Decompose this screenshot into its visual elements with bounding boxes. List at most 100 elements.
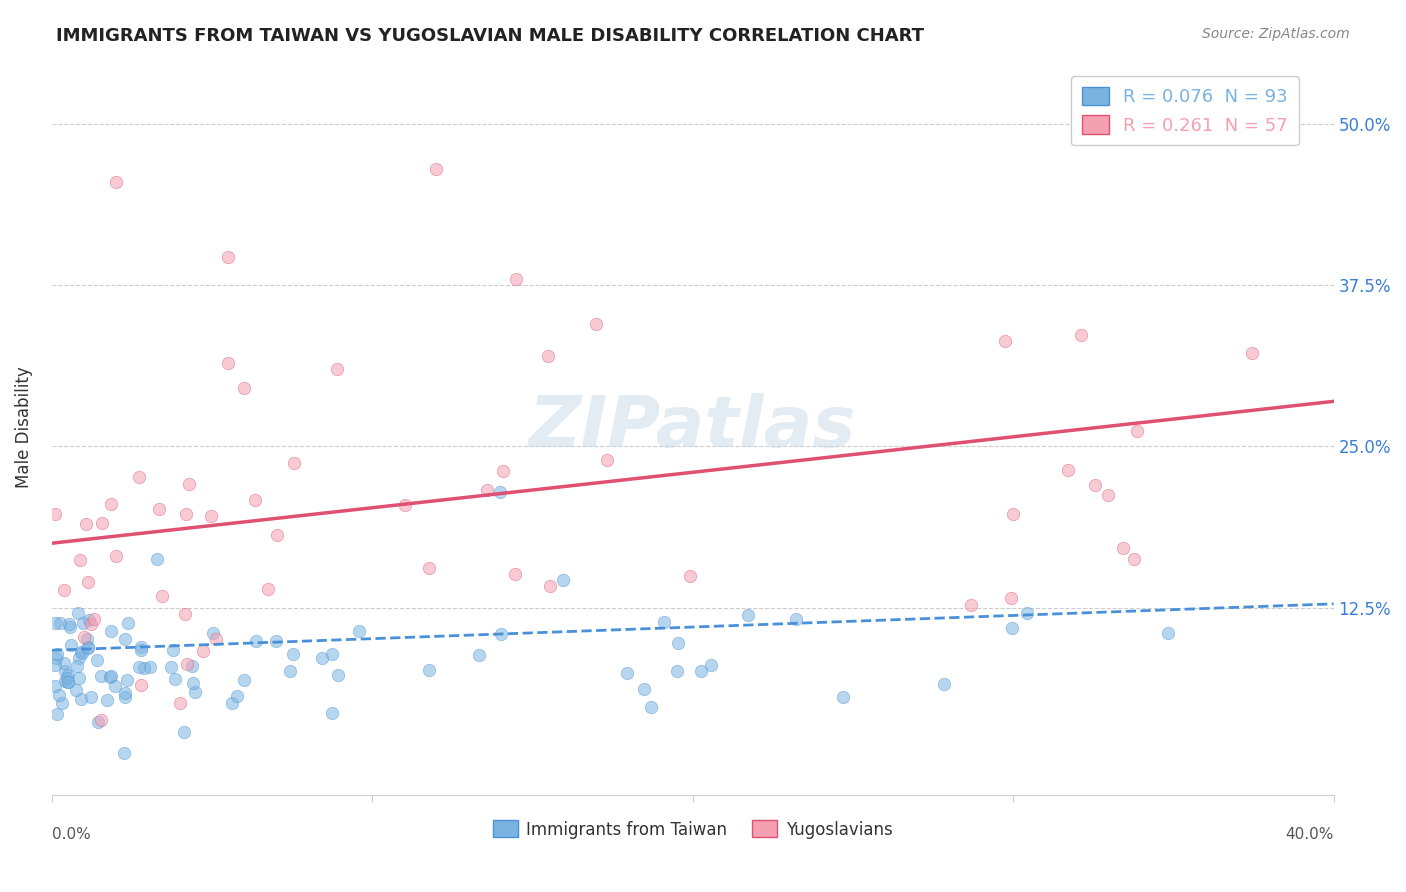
Point [129, 640, 152, 654]
Point [179, 476, 201, 491]
Point [505, 272, 527, 286]
Point [96, 693, 118, 707]
Point [553, 573, 575, 587]
Point [225, 689, 247, 703]
Point [100, 497, 122, 511]
Point [1084, 478, 1107, 492]
Point [191, 644, 214, 658]
Point [128, 660, 150, 674]
Point [321, 647, 343, 661]
Point [80, 690, 103, 704]
Y-axis label: Male Disability: Male Disability [15, 367, 32, 488]
Legend: Immigrants from Taiwan, Yugoslavians: Immigrants from Taiwan, Yugoslavians [486, 814, 898, 846]
Point [100, 669, 122, 683]
Point [418, 663, 440, 677]
Point [162, 643, 184, 657]
Point [69, 552, 91, 566]
Point [70, 646, 93, 660]
Point [112, 747, 135, 761]
Point [53, 582, 76, 597]
Point [117, 616, 139, 631]
Point [1001, 621, 1024, 635]
Point [132, 661, 155, 675]
Point [257, 582, 280, 597]
Point [104, 175, 127, 189]
Point [75, 517, 97, 532]
Point [104, 549, 127, 563]
Point [278, 664, 301, 678]
Point [737, 607, 759, 622]
Point [217, 356, 239, 370]
Point [489, 627, 512, 641]
Point [72, 616, 94, 631]
Point [58, 620, 80, 634]
Point [1000, 591, 1022, 605]
Point [321, 706, 343, 720]
Point [51, 696, 73, 710]
Point [67, 671, 90, 685]
Point [1097, 488, 1119, 502]
Point [492, 464, 515, 478]
Point [205, 632, 228, 647]
Point [163, 672, 186, 686]
Point [150, 589, 173, 603]
Point [139, 659, 162, 673]
Point [52, 656, 75, 670]
Point [173, 725, 195, 739]
Point [243, 493, 266, 508]
Point [114, 690, 136, 705]
Point [129, 678, 152, 692]
Point [67, 607, 90, 621]
Point [56, 668, 79, 682]
Point [665, 665, 688, 679]
Point [281, 648, 304, 662]
Point [128, 469, 150, 483]
Point [184, 685, 207, 699]
Point [1112, 541, 1135, 556]
Point [56, 675, 79, 690]
Point [538, 579, 561, 593]
Point [1056, 463, 1078, 477]
Point [80, 616, 103, 631]
Point [70, 691, 93, 706]
Point [1241, 346, 1264, 360]
Point [201, 626, 224, 640]
Point [114, 632, 136, 646]
Point [596, 453, 619, 467]
Point [181, 675, 204, 690]
Point [53, 674, 76, 689]
Point [77, 641, 100, 656]
Point [160, 660, 183, 674]
Point [934, 677, 956, 691]
Point [58, 616, 80, 631]
Point [67, 651, 90, 665]
Point [114, 686, 136, 700]
Point [104, 680, 127, 694]
Point [55, 671, 77, 685]
Point [503, 567, 526, 582]
Point [633, 681, 655, 696]
Point [65, 682, 87, 697]
Point [217, 250, 239, 264]
Point [1015, 606, 1038, 620]
Point [76, 632, 98, 646]
Point [266, 528, 288, 542]
Point [1002, 507, 1025, 521]
Point [44, 658, 66, 673]
Point [148, 502, 170, 516]
Point [69, 645, 91, 659]
Point [174, 507, 197, 521]
Point [45, 650, 67, 665]
Point [475, 483, 498, 497]
Point [468, 648, 491, 663]
Point [679, 569, 702, 583]
Point [59, 638, 82, 652]
Point [394, 498, 416, 512]
Point [48, 688, 70, 702]
Point [53, 664, 76, 678]
Point [73, 630, 96, 644]
Text: 0.0%: 0.0% [52, 827, 90, 842]
Point [1122, 551, 1144, 566]
Point [100, 624, 122, 638]
Point [98, 670, 121, 684]
